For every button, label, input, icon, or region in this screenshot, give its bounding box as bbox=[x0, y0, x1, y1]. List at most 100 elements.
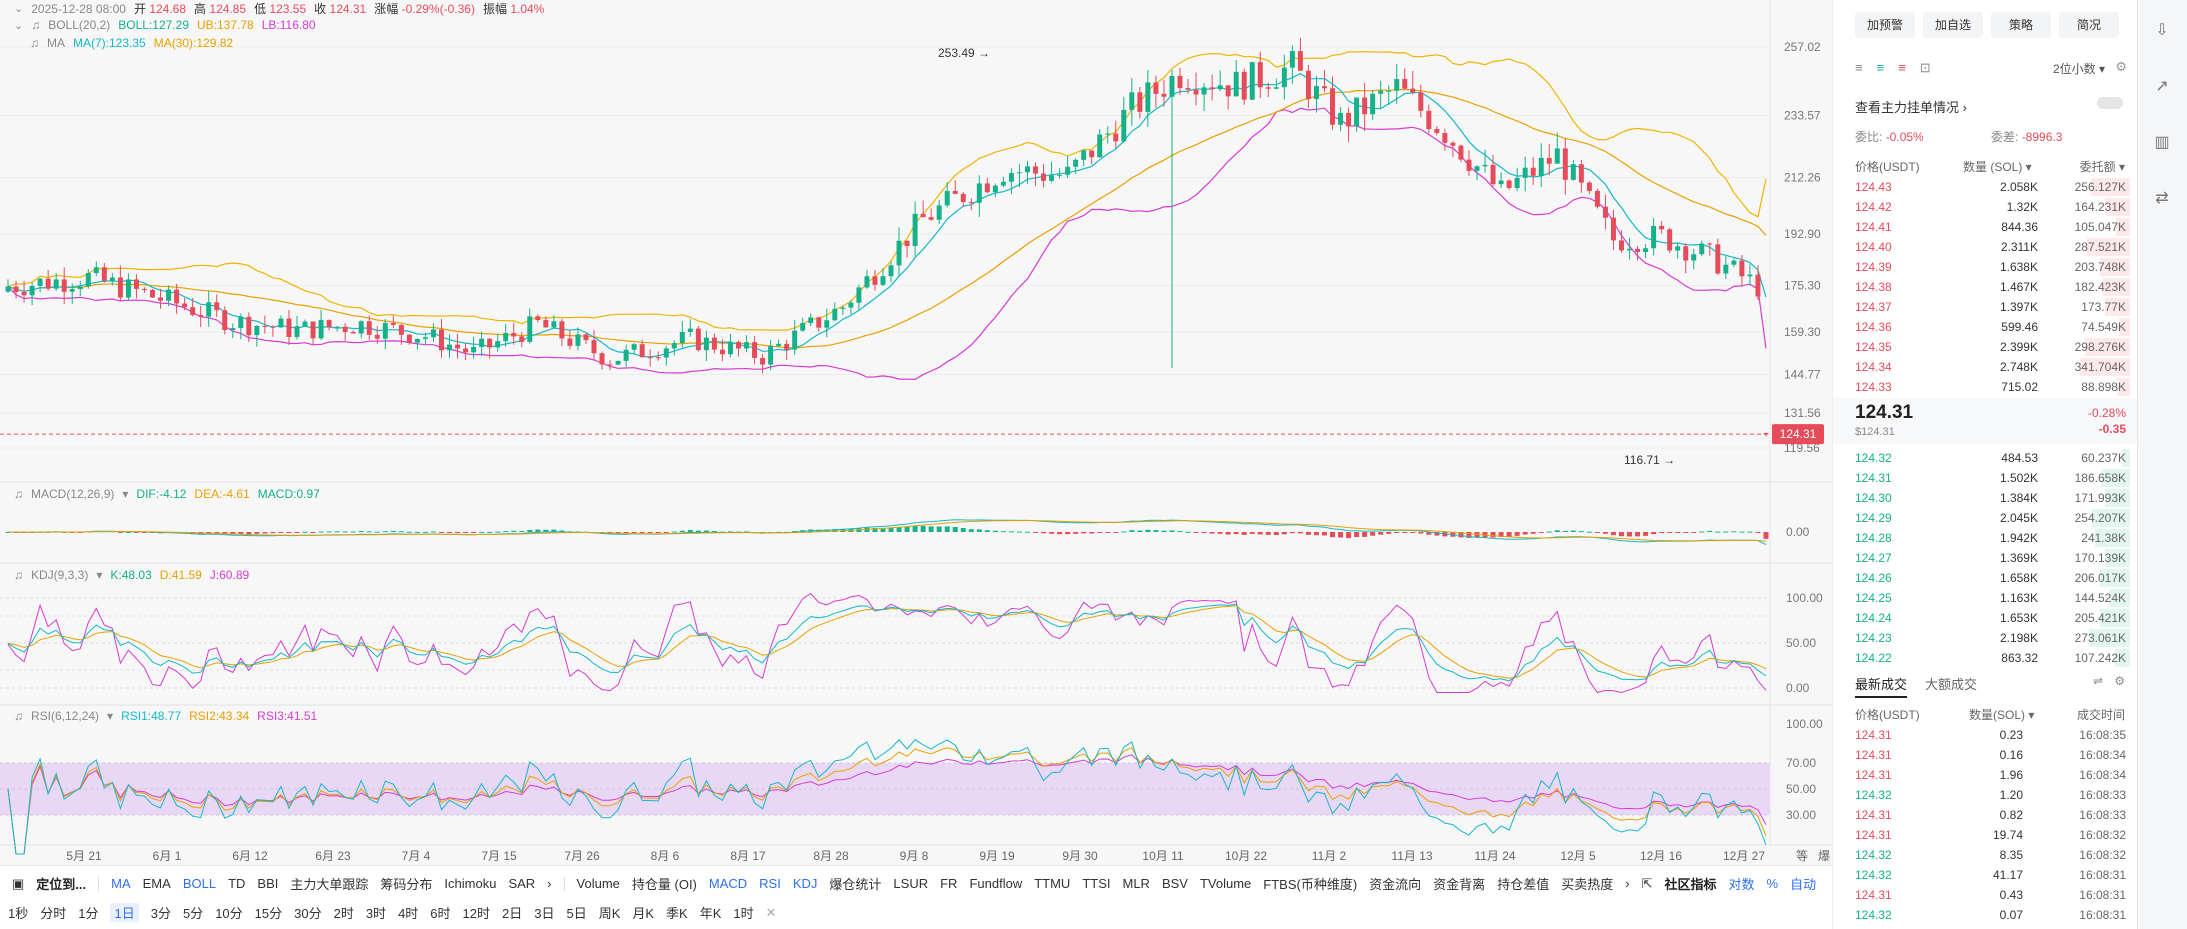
col-qty[interactable]: 数量 (SOL) ▾ bbox=[1963, 160, 2032, 174]
interval-1[interactable]: 分时 bbox=[40, 906, 67, 921]
book-both-icon[interactable]: ≡ bbox=[1855, 60, 1863, 75]
interval-18[interactable]: 月K bbox=[632, 906, 655, 921]
trade-filter-icon[interactable]: ⇌ bbox=[2092, 674, 2103, 688]
tab-latest-trades[interactable]: 最新成交 bbox=[1855, 674, 1908, 698]
dropdown-icon[interactable]: ▾ bbox=[122, 487, 129, 501]
ask-row[interactable]: 124.36 599.46 74.549K bbox=[1833, 317, 2138, 337]
sub-indicator-10[interactable]: TTSI bbox=[1082, 876, 1111, 891]
tab-large-trades[interactable]: 大额成交 bbox=[1925, 677, 1978, 692]
settings-icon[interactable]: ⚙ bbox=[2115, 59, 2127, 74]
main-indicator-7[interactable]: Ichimoku bbox=[444, 876, 497, 891]
ask-row[interactable]: 124.34 2.748K 341.704K bbox=[1833, 357, 2138, 377]
sub-indicator-13[interactable]: TVolume bbox=[1199, 876, 1252, 891]
bid-row[interactable]: 124.31 1.502K 186.658K bbox=[1833, 468, 2138, 488]
sub-indicator-17[interactable]: 持仓差值 bbox=[1497, 877, 1550, 892]
interval-3[interactable]: 1日 bbox=[110, 903, 139, 922]
sub-indicator-1[interactable]: 持仓量 (OI) bbox=[631, 877, 697, 892]
book-bids-icon[interactable]: ≡ bbox=[1876, 60, 1885, 75]
bell-icon[interactable]: ♫ bbox=[14, 568, 23, 582]
swap-icon[interactable]: ⇄ bbox=[2155, 190, 2169, 207]
interval-2[interactable]: 1分 bbox=[78, 906, 99, 921]
sub-indicator-2[interactable]: MACD bbox=[708, 876, 748, 891]
bid-row[interactable]: 124.26 1.658K 206.017K bbox=[1833, 568, 2138, 588]
bid-row[interactable]: 124.29 2.045K 254.207K bbox=[1833, 508, 2138, 528]
interval-4[interactable]: 3分 bbox=[150, 906, 171, 921]
sub-indicator-16[interactable]: 资金背离 bbox=[1433, 877, 1486, 892]
ask-row[interactable]: 124.38 1.467K 182.423K bbox=[1833, 277, 2138, 297]
interval-14[interactable]: 2日 bbox=[502, 906, 523, 921]
chart-area[interactable]: 257.02 233.57 212.26 192.90 175.30 159.30 144.… bbox=[0, 0, 1832, 865]
ask-row[interactable]: 124.40 2.311K 287.521K bbox=[1833, 237, 2138, 257]
close-icon[interactable]: ✕ bbox=[765, 904, 777, 920]
bid-row[interactable]: 124.30 1.384K 171.993K bbox=[1833, 488, 2138, 508]
sub-indicator-6[interactable]: LSUR bbox=[893, 876, 929, 891]
interval-6[interactable]: 10分 bbox=[215, 906, 243, 921]
bar-chart-icon[interactable]: ▥ bbox=[2154, 134, 2170, 151]
main-indicator-3[interactable]: TD bbox=[228, 876, 246, 891]
export-icon[interactable]: ⇩ bbox=[2155, 22, 2169, 39]
sub-indicator-12[interactable]: BSV bbox=[1161, 876, 1188, 891]
sub-indicator-3[interactable]: RSI bbox=[759, 876, 781, 891]
ask-row[interactable]: 124.41 844.36 105.047K bbox=[1833, 217, 2138, 237]
bid-row[interactable]: 124.27 1.369K 170.139K bbox=[1833, 548, 2138, 568]
bid-row[interactable]: 124.28 1.942K 241.38K bbox=[1833, 528, 2138, 548]
kline-chart[interactable]: 257.02 233.57 212.26 192.90 175.30 159.30 144.… bbox=[0, 0, 1832, 865]
main-indicator-2[interactable]: BOLL bbox=[182, 876, 217, 891]
book-depth-icon[interactable]: ⊡ bbox=[1919, 60, 1931, 75]
ask-row[interactable]: 124.37 1.397K 173.77K bbox=[1833, 297, 2138, 317]
sub-indicator-14[interactable]: FTBS(币种维度) bbox=[1263, 877, 1358, 892]
trend-icon[interactable]: ↗ bbox=[2155, 78, 2169, 95]
book-asks-icon[interactable]: ≡ bbox=[1898, 60, 1906, 75]
precision-select[interactable]: 2位小数 ▾ bbox=[2052, 62, 2105, 76]
trade-col-qty[interactable]: 数量(SOL) ▾ bbox=[1969, 708, 2035, 722]
axis-mode-2[interactable]: 自动 bbox=[1790, 877, 1817, 892]
bell-icon[interactable]: ♫ bbox=[30, 36, 39, 50]
bid-row[interactable]: 124.23 2.198K 273.061K bbox=[1833, 628, 2138, 648]
panel-button-3[interactable]: 简况 bbox=[2059, 12, 2119, 38]
sub-indicator-8[interactable]: Fundflow bbox=[969, 876, 1023, 891]
sub-indicator-4[interactable]: KDJ bbox=[792, 876, 818, 891]
interval-8[interactable]: 30分 bbox=[294, 906, 322, 921]
interval-11[interactable]: 4时 bbox=[398, 906, 419, 921]
bid-row[interactable]: 124.22 863.32 107.242K bbox=[1833, 648, 2138, 668]
interval-16[interactable]: 5日 bbox=[566, 906, 587, 921]
interval-7[interactable]: 15分 bbox=[254, 906, 283, 921]
interval-15[interactable]: 3日 bbox=[534, 906, 555, 921]
main-indicator-5[interactable]: 主力大单跟踪 bbox=[290, 877, 369, 892]
bell-icon[interactable]: ♫ bbox=[31, 18, 41, 32]
interval-0[interactable]: 1秒 bbox=[8, 906, 29, 921]
sub-indicator-5[interactable]: 爆仓统计 bbox=[829, 877, 882, 892]
locate-icon[interactable]: ▣ bbox=[12, 875, 25, 891]
panel-button-0[interactable]: 加预警 bbox=[1855, 12, 1915, 38]
main-indicator-4[interactable]: BBI bbox=[257, 876, 279, 891]
main-indicator-6[interactable]: 筹码分布 bbox=[380, 877, 433, 892]
panel-button-2[interactable]: 策略 bbox=[1991, 12, 2051, 38]
main-order-link[interactable]: 查看主力挂单情况 › bbox=[1855, 100, 1967, 115]
sub-indicator-0[interactable]: Volume bbox=[576, 876, 620, 891]
dropdown-icon[interactable]: ▾ bbox=[107, 709, 114, 723]
interval-21[interactable]: 1时 bbox=[733, 906, 754, 921]
main-order-toggle[interactable] bbox=[2097, 97, 2123, 109]
community-icon[interactable]: ⇱ bbox=[1641, 875, 1653, 891]
axis-mode-1[interactable]: % bbox=[1766, 876, 1779, 891]
community-indicators[interactable]: 社区指标 bbox=[1664, 877, 1717, 892]
interval-20[interactable]: 年K bbox=[699, 906, 722, 921]
interval-10[interactable]: 3时 bbox=[365, 906, 387, 921]
sub-indicator-7[interactable]: FR bbox=[940, 876, 958, 891]
dropdown-icon[interactable]: ▾ bbox=[96, 568, 103, 582]
ask-row[interactable]: 124.33 715.02 88.898K bbox=[1833, 377, 2138, 397]
trade-settings-icon[interactable]: ⚙ bbox=[2114, 674, 2125, 688]
sub-indicator-9[interactable]: TTMU bbox=[1034, 876, 1071, 891]
sub-indicator-18[interactable]: 买卖热度 bbox=[1561, 877, 1614, 892]
interval-5[interactable]: 5分 bbox=[182, 906, 204, 921]
interval-13[interactable]: 12时 bbox=[462, 906, 490, 921]
locate-button[interactable]: 定位到... bbox=[36, 877, 87, 892]
sub-indicator-15[interactable]: 资金流向 bbox=[1369, 877, 1422, 892]
panel-button-1[interactable]: 加自选 bbox=[1923, 12, 1983, 38]
interval-17[interactable]: 周K bbox=[598, 906, 621, 921]
time-axis-corner-label[interactable]: 等 bbox=[1796, 849, 1808, 863]
time-axis-corner-label[interactable]: 爆 bbox=[1818, 849, 1830, 863]
collapse-icon[interactable]: ⌄ bbox=[14, 3, 24, 15]
bell-icon[interactable]: ♫ bbox=[14, 709, 23, 723]
more-indicators-icon[interactable]: › bbox=[547, 876, 552, 891]
